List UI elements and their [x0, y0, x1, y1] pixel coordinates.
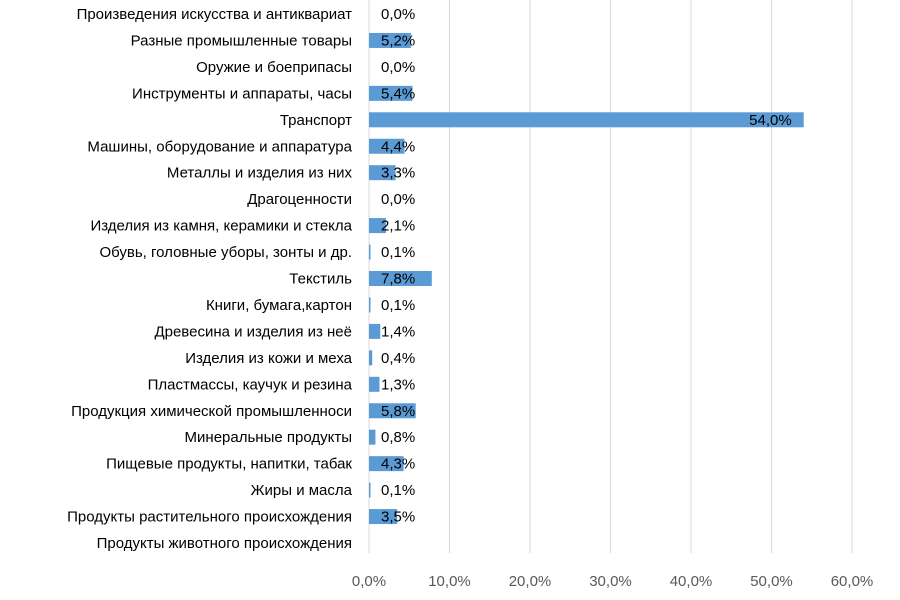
category-label: Транспорт — [280, 112, 352, 129]
value-label: 0,0% — [381, 6, 415, 23]
category-label: Драгоценности — [247, 191, 352, 208]
bar — [369, 429, 376, 445]
value-label: 5,8% — [381, 403, 415, 420]
value-label: 7,8% — [381, 271, 415, 288]
bar — [369, 456, 404, 472]
bar — [369, 403, 416, 419]
category-label: Машины, оборудование и аппаратура — [87, 138, 352, 155]
category-label: Инструменты и аппараты, часы — [132, 85, 352, 102]
category-label: Изделия из камня, керамики и стекла — [90, 218, 352, 235]
x-tick-label: 50,0% — [750, 573, 793, 590]
bar — [369, 509, 398, 525]
category-label: Металлы и изделия из них — [167, 165, 353, 182]
bar — [369, 323, 381, 339]
value-label: 0,0% — [381, 59, 415, 76]
value-label: 1,3% — [381, 376, 415, 393]
category-label: Пластмассы, каучук и резина — [148, 376, 353, 393]
bar — [369, 218, 386, 234]
value-label: 0,1% — [381, 297, 415, 314]
category-label: Продукты растительного происхождения — [67, 509, 352, 526]
category-label: Продукция химической промышленноси — [71, 403, 352, 420]
category-label: Древесина и изделия из неё — [154, 323, 352, 340]
value-label: 1,4% — [381, 323, 415, 340]
bar — [369, 32, 411, 48]
category-label: Продукты животного происхождения — [97, 535, 352, 552]
x-tick-label: 60,0% — [831, 573, 874, 590]
value-label: 3,3% — [381, 165, 415, 182]
category-label: Минеральные продукты — [185, 429, 352, 446]
x-tick-label: 40,0% — [670, 573, 713, 590]
bar — [369, 244, 371, 260]
category-label: Текстиль — [289, 271, 352, 288]
x-tick-label: 20,0% — [509, 573, 552, 590]
category-label: Оружие и боеприпасы — [196, 59, 352, 76]
category-label: Изделия из кожи и меха — [185, 350, 352, 367]
value-label: 5,4% — [381, 85, 415, 102]
x-tick-label: 30,0% — [589, 573, 632, 590]
value-label: 3,5% — [381, 509, 415, 526]
bar — [369, 376, 380, 392]
category-label: Пищевые продукты, напитки, табак — [106, 456, 352, 473]
x-tick-label: 10,0% — [428, 573, 471, 590]
x-tick-label: 0,0% — [352, 573, 386, 590]
category-label: Жиры и масла — [251, 482, 353, 499]
category-label: Книги, бумага,картон — [206, 297, 352, 314]
bar — [369, 297, 371, 313]
value-label: 0,8% — [381, 429, 415, 446]
category-label: Разные промышленные товары — [131, 32, 352, 49]
value-label: 5,2% — [381, 32, 415, 49]
bar — [369, 112, 804, 128]
bar — [369, 85, 413, 101]
value-label: 0,4% — [381, 350, 415, 367]
value-label: 0,1% — [381, 244, 415, 261]
bar — [369, 350, 373, 366]
value-label: 2,1% — [381, 218, 415, 235]
value-label: 4,4% — [381, 138, 415, 155]
value-label: 0,1% — [381, 482, 415, 499]
value-label: 0,0% — [381, 191, 415, 208]
category-label: Произведения искусства и антиквариат — [77, 6, 353, 23]
value-label: 54,0% — [749, 112, 792, 129]
bar — [369, 138, 405, 154]
bar — [369, 482, 371, 498]
bar — [369, 271, 432, 286]
category-label: Обувь, головные уборы, зонты и др. — [99, 244, 352, 261]
value-label: 4,3% — [381, 456, 415, 473]
bar — [369, 165, 396, 181]
